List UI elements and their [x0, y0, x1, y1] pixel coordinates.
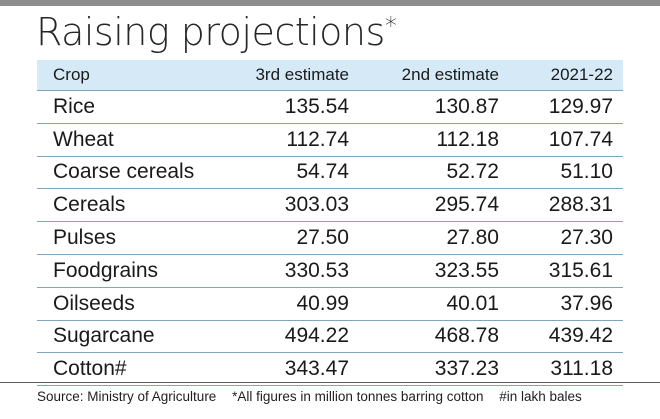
- header-2nd-estimate: 2nd estimate: [353, 60, 503, 91]
- value-cell: 27.50: [213, 221, 353, 255]
- value-cell: 494.22: [213, 320, 353, 354]
- crop-name: Pulses: [37, 221, 213, 255]
- header-2021-22: 2021-22: [503, 60, 623, 91]
- value-cell: 27.80: [353, 221, 503, 255]
- table-body: Rice 135.54 130.87 129.97 Wheat 112.74 112.18 1…: [37, 90, 623, 387]
- crop-name: Cereals: [37, 188, 213, 223]
- value-cell: 330.53: [213, 254, 353, 288]
- table-header-row: Crop 3rd estimate 2nd estimate 2021-22: [37, 60, 623, 91]
- table-row: Coarse cereals 54.74 52.72 51.10: [37, 156, 623, 190]
- table-row: Oilseeds 40.99 40.01 37.96: [37, 287, 623, 321]
- table-row: Rice 135.54 130.87 129.97: [37, 90, 623, 124]
- crop-name: Wheat: [37, 123, 213, 157]
- source-text: Source: Ministry of Agriculture: [37, 389, 217, 404]
- value-cell: 40.99: [213, 287, 353, 321]
- value-cell: 295.74: [353, 188, 503, 223]
- value-cell: 52.72: [353, 156, 503, 190]
- title-asterisk: *: [384, 12, 397, 40]
- crop-name: Rice: [37, 90, 213, 124]
- crop-name: Foodgrains: [37, 254, 213, 288]
- value-cell: 315.61: [503, 254, 623, 288]
- value-cell: 112.74: [213, 123, 353, 157]
- value-cell: 135.54: [213, 90, 353, 124]
- value-cell: 37.96: [503, 287, 623, 321]
- title-text: Raising projections: [36, 10, 385, 54]
- table-row: Sugarcane 494.22 468.78 439.42: [37, 320, 623, 354]
- bottom-rule: [0, 382, 660, 383]
- value-cell: 303.03: [213, 188, 353, 223]
- value-cell: 112.18: [353, 123, 503, 157]
- crop-name: Cotton#: [37, 352, 213, 387]
- value-cell: 323.55: [353, 254, 503, 288]
- value-cell: 468.78: [353, 320, 503, 354]
- value-cell: 439.42: [503, 320, 623, 354]
- value-cell: 337.23: [353, 352, 503, 387]
- page-title: Raising projections*: [36, 10, 397, 54]
- table-row: Pulses 27.50 27.80 27.30: [37, 221, 623, 255]
- value-cell: 311.18: [503, 352, 623, 387]
- header-crop: Crop: [37, 60, 213, 91]
- value-cell: 27.30: [503, 221, 623, 255]
- top-rule: [0, 0, 660, 6]
- projections-table: Crop 3rd estimate 2nd estimate 2021-22 R…: [37, 60, 623, 387]
- table-row: Cereals 303.03 295.74 288.31: [37, 188, 623, 223]
- footnote-text: *All figures in million tonnes barring c…: [232, 389, 484, 404]
- hash-footnote-text: #in lakh bales: [499, 389, 582, 404]
- value-cell: 51.10: [503, 156, 623, 190]
- value-cell: 129.97: [503, 90, 623, 124]
- table-row: Foodgrains 330.53 323.55 315.61: [37, 254, 623, 288]
- value-cell: 40.01: [353, 287, 503, 321]
- value-cell: 54.74: [213, 156, 353, 190]
- crop-name: Sugarcane: [37, 320, 213, 354]
- header-3rd-estimate: 3rd estimate: [213, 60, 353, 91]
- table-row: Cotton# 343.47 337.23 311.18: [37, 352, 623, 387]
- value-cell: 343.47: [213, 352, 353, 387]
- table-row: Wheat 112.74 112.18 107.74: [37, 123, 623, 157]
- value-cell: 288.31: [503, 188, 623, 223]
- source-line: Source: Ministry of Agriculture *All fig…: [37, 389, 582, 404]
- crop-name: Coarse cereals: [37, 156, 213, 190]
- value-cell: 130.87: [353, 90, 503, 124]
- crop-name: Oilseeds: [37, 287, 213, 321]
- value-cell: 107.74: [503, 123, 623, 157]
